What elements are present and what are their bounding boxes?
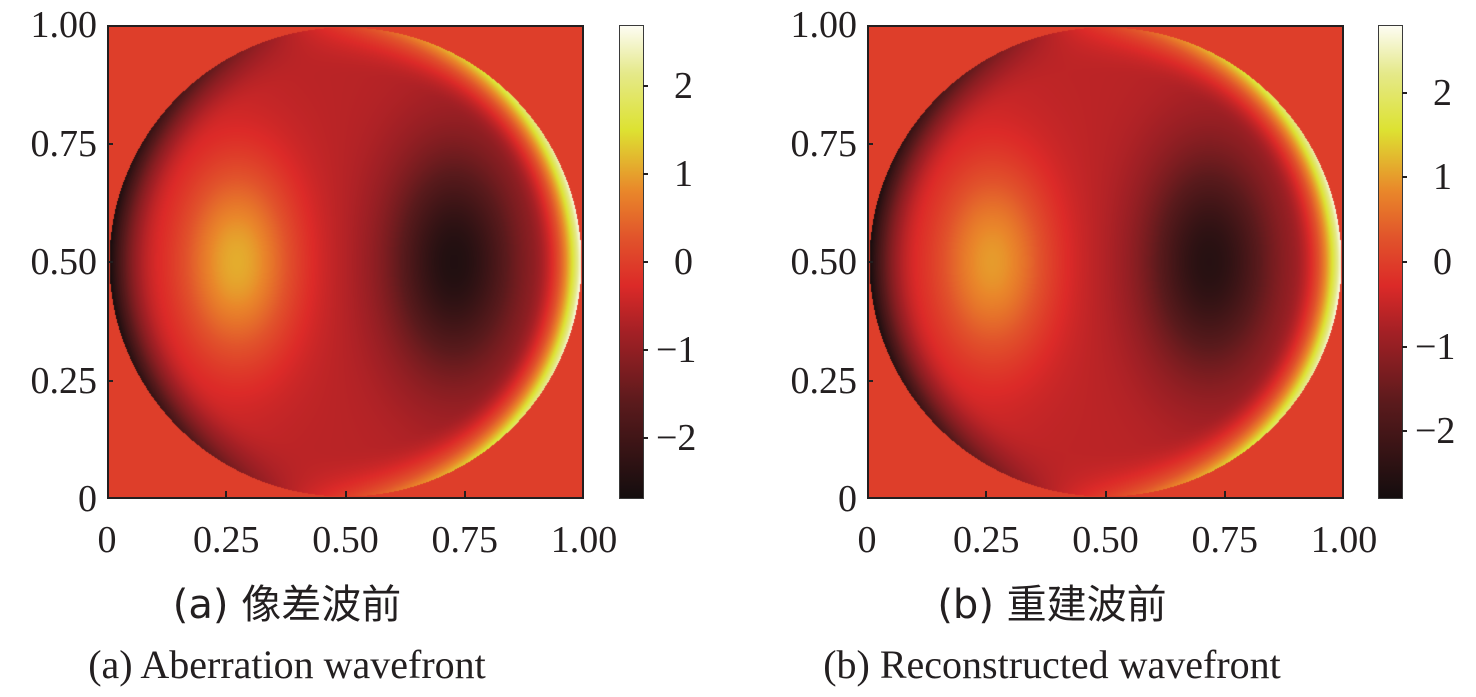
caption-zh-b: (b) 重建波前 [937, 582, 1167, 628]
caption-zh-a: (a) 像差波前 [172, 582, 402, 628]
heatmap-image-b [869, 27, 1342, 497]
x-tick-label: 0.50 [312, 519, 379, 561]
y-tick-label: 1.00 [790, 4, 858, 46]
colorbar-tick-label: 1 [674, 153, 693, 196]
caption-en-b: (b) Reconstructed wavefront [823, 642, 1281, 687]
colorbar-tick-label: −2 [1415, 410, 1456, 453]
colorbar-tick-label: −2 [656, 416, 697, 459]
y-tick-label: 0.75 [790, 122, 858, 165]
colorbar-tick-mark [1402, 261, 1407, 263]
colorbar-tick-label: 0 [674, 241, 693, 283]
y-tick-label: 0 [838, 478, 857, 520]
y-tick-mark [107, 261, 113, 263]
y-tick-label: 0.25 [30, 359, 98, 402]
x-tick-mark [225, 491, 228, 497]
y-tick-label: 0.50 [790, 241, 858, 283]
x-tick-mark [344, 491, 347, 497]
colorbar-tick-label: 2 [1433, 71, 1452, 114]
x-tick-label: 0.25 [193, 519, 260, 561]
y-tick-label: 0.25 [790, 359, 858, 402]
x-tick-label: 1.00 [550, 519, 618, 561]
x-tick-label: 0 [857, 519, 877, 561]
x-tick-mark [1223, 491, 1226, 497]
y-tick-label: 0.75 [30, 122, 98, 165]
x-tick-label: 0 [97, 519, 117, 561]
x-tick-label: 0.25 [953, 519, 1020, 561]
panel-a: 0 0.25 0.50 0.75 1.00 0 0.25 0.50 0.75 1.00 2 1 0 −… [30, 4, 697, 687]
colorbar-tick-mark [1402, 176, 1407, 179]
y-tick-label: 0 [78, 478, 97, 520]
heatmap-plot-area-a [107, 25, 584, 499]
colorbar-tick-label: −1 [656, 328, 697, 371]
x-tick-mark [985, 491, 988, 497]
colorbar-tick-mark [643, 348, 648, 351]
colorbar-tick-label: 0 [1433, 241, 1452, 283]
colorbar-a [619, 25, 644, 499]
y-tick-mark [867, 142, 873, 145]
panel-b: 0 0.25 0.50 0.75 1.00 0 0.25 0.50 0.75 1.00 2 1 0 −… [791, 6, 1456, 687]
y-tick-mark [107, 379, 113, 382]
colorbar-tick-mark [643, 261, 648, 263]
y-tick-mark [107, 142, 113, 145]
colorbar-tick-mark [1402, 430, 1407, 433]
x-tick-label: 0.50 [1072, 519, 1139, 561]
x-tick-label: 1.00 [1310, 519, 1378, 561]
colorbar-tick-mark [643, 436, 648, 439]
x-tick-label: 0.75 [1191, 519, 1259, 561]
y-tick-mark [867, 379, 873, 382]
colorbar-tick-mark [643, 173, 648, 176]
heatmap-image-a [109, 27, 582, 497]
colorbar-tick-mark [1402, 345, 1407, 348]
colorbar-tick-mark [1402, 91, 1407, 94]
x-tick-mark [1104, 491, 1107, 497]
colorbar-tick-label: 1 [1433, 156, 1452, 199]
y-tick-label: 1.00 [30, 4, 98, 46]
x-tick-mark [463, 491, 466, 497]
colorbar-b [1378, 25, 1403, 499]
colorbar-tick-label: 2 [674, 65, 693, 108]
caption-en-a: (a) Aberration wavefront [88, 642, 486, 687]
y-tick-label: 0.50 [30, 241, 98, 283]
x-tick-label: 0.75 [431, 519, 499, 561]
heatmap-plot-area-b [867, 25, 1344, 499]
colorbar-tick-label: −1 [1415, 325, 1456, 368]
colorbar-tick-mark [643, 85, 648, 88]
y-tick-mark [867, 261, 873, 263]
